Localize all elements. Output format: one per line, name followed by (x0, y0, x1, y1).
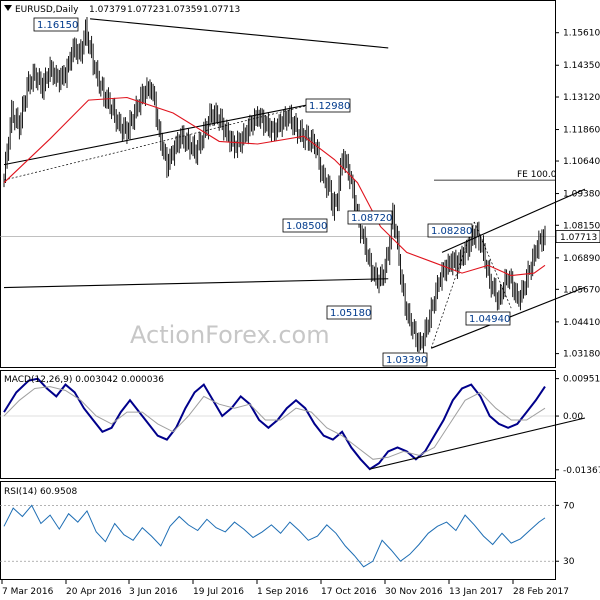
y-tick-label: 1.05670 (563, 285, 600, 295)
svg-text:1.08280: 1.08280 (431, 226, 472, 237)
level-label: 1.04940 (465, 311, 511, 326)
moving-average-line (3, 96, 546, 277)
rsi-panel: RSI(14) 60.9508 (0, 481, 556, 580)
y-tick-label: 1.06890 (563, 254, 600, 264)
rsi-line (3, 504, 546, 568)
y-tick-label: 1.13120 (563, 93, 600, 103)
y-tick-label: 1.09380 (563, 190, 600, 200)
svg-text:1.08720: 1.08720 (351, 213, 392, 224)
watermark: ActionForex.com (130, 321, 330, 349)
ohlc-close: 1.07713 (203, 5, 240, 15)
x-tick-label: 19 Jul 2016 (193, 587, 244, 597)
rsi-title: RSI(14) 60.9508 (4, 487, 77, 497)
level-label: 1.03390 (382, 352, 428, 367)
price-panel: FE 100.0 ActionForex.com 1.16150 1.12980 1… (0, 0, 586, 368)
y-tick-label: 1.10640 (563, 157, 600, 167)
svg-text:1.04940: 1.04940 (469, 314, 510, 325)
level-label: 1.12980 (305, 98, 351, 113)
trendline (3, 278, 389, 289)
x-tick-label: 17 Oct 2016 (321, 587, 377, 597)
y-tick-label: 1.14350 (563, 61, 600, 71)
level-label: 1.08280 (427, 223, 473, 238)
x-tick-label: 13 Jan 2017 (449, 587, 503, 597)
y-tick-label: 0.009514 (563, 375, 600, 385)
trendline (441, 188, 586, 253)
macd-signal-line (3, 386, 546, 460)
macd-trendline (369, 417, 586, 470)
y-tick-label: 1.03180 (563, 350, 600, 360)
y-tick-label: 1.08150 (563, 221, 600, 231)
price-title: EURUSD,Daily (15, 5, 79, 15)
level-label: 1.08500 (282, 218, 328, 233)
chart-menu-icon[interactable] (4, 5, 12, 11)
level-label: 1.16150 (33, 17, 79, 32)
x-tick-label: 1 Sep 2016 (257, 587, 309, 597)
level-label: 1.08720 (347, 210, 393, 225)
svg-text:1.12980: 1.12980 (309, 101, 350, 112)
y-tick-label: 0.00 (563, 412, 583, 422)
ohlc-high: 1.07723 (127, 5, 164, 15)
current-price-badge (555, 230, 600, 243)
current-price-label: 1.07713 (560, 233, 597, 243)
x-tick-label: 7 Mar 2016 (2, 587, 54, 597)
x-tick-label: 3 Jun 2016 (129, 587, 178, 597)
trendline (90, 18, 389, 49)
svg-text:1.16150: 1.16150 (37, 20, 78, 31)
fe-level-label: FE 100.0 (517, 170, 557, 180)
svg-text:1.05180: 1.05180 (330, 308, 371, 319)
x-tick-label: 28 Feb 2017 (513, 587, 569, 597)
svg-text:1.03390: 1.03390 (386, 355, 427, 366)
x-tick-label: 20 Apr 2016 (66, 587, 122, 597)
level-label: 1.05180 (326, 305, 372, 320)
macd-title: MACD(12,26,9) 0.003042 0.000036 (4, 375, 164, 385)
y-tick-label: 1.15610 (563, 29, 600, 39)
y-tick-label: 1.04410 (563, 318, 600, 328)
trendline (3, 102, 320, 166)
x-tick-label: 30 Nov 2016 (385, 587, 443, 597)
ohlc-low: 1.07359 (165, 5, 202, 15)
y-tick-label: 70 (563, 501, 575, 511)
ohlc-open: 1.07379 (89, 5, 126, 15)
y-tick-label: 1.11860 (563, 126, 600, 136)
svg-text:1.08500: 1.08500 (286, 221, 327, 232)
y-tick-label: -0.013671 (563, 466, 600, 476)
macd-panel: MACD(12,26,9) 0.003042 0.000036 (0, 370, 586, 479)
y-tick-label: 30 (563, 557, 575, 567)
